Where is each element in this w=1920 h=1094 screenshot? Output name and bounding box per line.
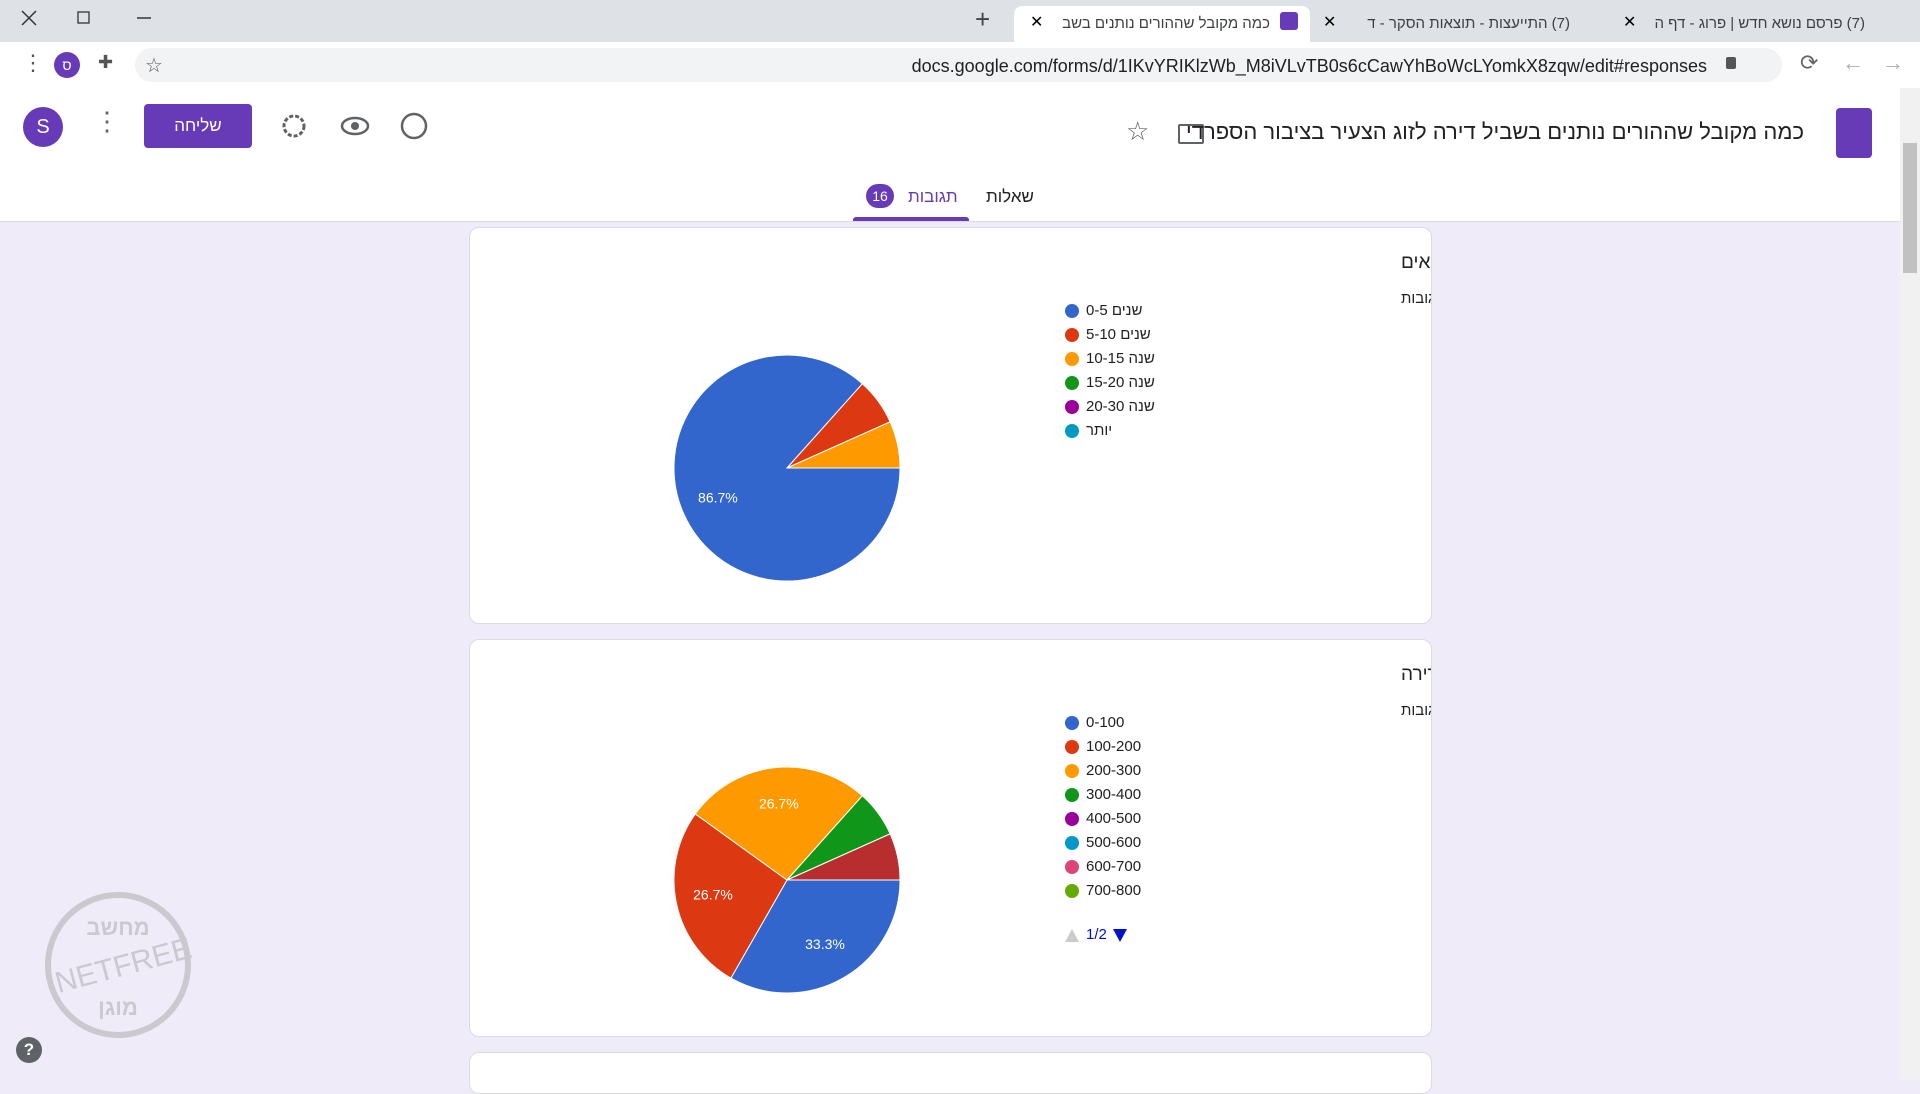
new-tab[interactable]: + <box>975 4 991 34</box>
scroll-thumb[interactable] <box>1903 143 1917 273</box>
tab-bar: + כמה מקובל שההורים נותנים בשב ✕ (7) התי… <box>0 0 1920 42</box>
chart-card: שאלות לזוג: כמה זמן אתם נשואים 15 תגובות 8… <box>469 227 1667 624</box>
folder-button[interactable] <box>1178 124 1204 144</box>
avatar[interactable]: S <box>23 107 63 147</box>
responses-badge: 16 <box>866 184 894 208</box>
pie-slice[interactable] <box>694 766 864 881</box>
legend-label: יותר <box>1086 422 1112 439</box>
tab-title[interactable]: כמה מקובל שההורים נותנים בשב <box>1062 15 1270 32</box>
legend-label: 200-300 <box>1086 762 1141 779</box>
legend-dot <box>1065 788 1079 802</box>
legend-dot <box>1065 764 1079 778</box>
help-button[interactable]: ? <box>16 1037 42 1063</box>
legend-label: 20-30 שנה <box>1086 398 1155 415</box>
legend-dot <box>1065 812 1079 826</box>
tab-active[interactable] <box>1014 6 1310 42</box>
watermark-ring <box>45 892 191 1038</box>
chart: שאלות לזוג: כמה זמן אתם נשואים 15 תגובות 8… <box>673 252 1667 582</box>
omnibox[interactable]: ☆ docs.google.com/forms/d/1IKvYRIKlzWb_M… <box>135 48 1782 82</box>
legend-dot <box>1065 860 1079 874</box>
legend-label: 600-700 <box>1086 858 1141 875</box>
tab-title[interactable]: (7) פרסם נושא חדש | פרוג - דף ה <box>1654 15 1865 32</box>
pie-slice[interactable] <box>730 879 901 994</box>
watermark: מחשב NETFREE מוגן <box>45 892 196 1038</box>
menu-button[interactable]: ⋮ <box>22 50 44 75</box>
slice-label: 33.3% <box>805 936 845 952</box>
legend-dot <box>1065 328 1079 342</box>
legend-label: 300-400 <box>1086 786 1141 803</box>
legend-dot <box>1065 376 1079 390</box>
window-controls <box>21 10 151 26</box>
more-button[interactable]: ⋮ <box>94 106 120 136</box>
legend-label: 0-100 <box>1086 714 1124 731</box>
responses-tab[interactable]: תגובות <box>908 187 958 206</box>
pie-slice[interactable] <box>786 833 901 881</box>
watermark-text: NETFREE <box>52 932 196 1000</box>
slice-label: 26.7% <box>759 795 799 811</box>
tab-indicator <box>853 217 969 221</box>
legend-dot <box>1065 884 1079 898</box>
legend-dot <box>1065 304 1079 318</box>
close-tab[interactable]: ✕ <box>1323 14 1337 31</box>
legend-label: 10-15 שנה <box>1086 350 1155 367</box>
questions-tab[interactable]: שאלות <box>986 187 1034 206</box>
legend-label: 5-10 שנים <box>1086 326 1151 343</box>
watermark-text: מחשב <box>86 915 149 940</box>
back[interactable]: ← <box>1842 50 1864 75</box>
legend-label: 0-5 שנים <box>1086 302 1142 319</box>
legend-dot <box>1065 424 1079 438</box>
response-count: 15 תגובות <box>1401 702 1431 719</box>
extensions-button[interactable]: ✚ <box>98 52 114 72</box>
legend-label: 400-500 <box>1086 810 1141 827</box>
legend-prev[interactable] <box>1065 929 1079 942</box>
legend-dot <box>1065 740 1079 754</box>
legend-dot <box>1065 352 1079 366</box>
forms-favicon <box>1280 12 1298 30</box>
theme-icon[interactable] <box>400 112 428 140</box>
response-count: 15 תגובות <box>1401 290 1431 307</box>
chart-card <box>469 1052 1432 1094</box>
tab-title[interactable]: (7) התייעצות - תוצאות הסקר - ד <box>1367 15 1570 32</box>
slice-label: 86.7% <box>698 490 738 506</box>
bookmark-star[interactable]: ☆ <box>145 55 163 77</box>
slice-label: 26.7% <box>693 887 733 903</box>
form-title[interactable]: כמה מקובל שההורים נותנים בשביל דירה לזוג… <box>1186 119 1804 144</box>
pie-slice[interactable] <box>786 421 901 469</box>
legend-dot <box>1065 836 1079 850</box>
preview-icon[interactable] <box>340 116 370 136</box>
settings-icon[interactable] <box>282 114 306 138</box>
close-tab[interactable]: ✕ <box>1030 14 1044 31</box>
scrollbar <box>1900 88 1920 1080</box>
watermark-text: מוגן <box>98 995 138 1020</box>
legend-next[interactable] <box>1113 929 1127 942</box>
star-button[interactable]: ☆ <box>1126 116 1150 146</box>
legend-label: 15-20 שנה <box>1086 374 1155 391</box>
toolbar-icons <box>282 112 428 140</box>
forward[interactable]: → <box>1882 50 1904 75</box>
legend-page: 1/2 <box>1086 926 1107 943</box>
form-header: S ⋮ שליחה ☆ כמה מקובל שההורים נותנים בשב… <box>0 88 1900 222</box>
legend-label: 700-800 <box>1086 882 1141 899</box>
close-tab[interactable]: ✕ <box>1623 14 1637 31</box>
legend-label: 500-600 <box>1086 834 1141 851</box>
chart-title: שאלות לזוג: כמה זמן אתם נשואים <box>1401 252 1431 273</box>
legend-dot <box>1065 400 1079 414</box>
reload[interactable]: ⟳ <box>1800 50 1819 75</box>
close-window[interactable] <box>21 10 37 26</box>
lock-icon <box>1726 57 1736 69</box>
legend-label: 100-200 <box>1086 738 1141 755</box>
url[interactable]: docs.google.com/forms/d/1IKvYRIKlzWb_M8i… <box>911 56 1707 76</box>
profile-icon[interactable]: ס <box>54 52 80 78</box>
forms-logo <box>1836 108 1872 158</box>
send-button[interactable]: שליחה <box>144 104 252 148</box>
restore-window[interactable] <box>77 11 90 24</box>
legend-dot <box>1065 716 1079 730</box>
pie-slice[interactable] <box>673 813 788 979</box>
preview-pupil <box>351 122 359 130</box>
